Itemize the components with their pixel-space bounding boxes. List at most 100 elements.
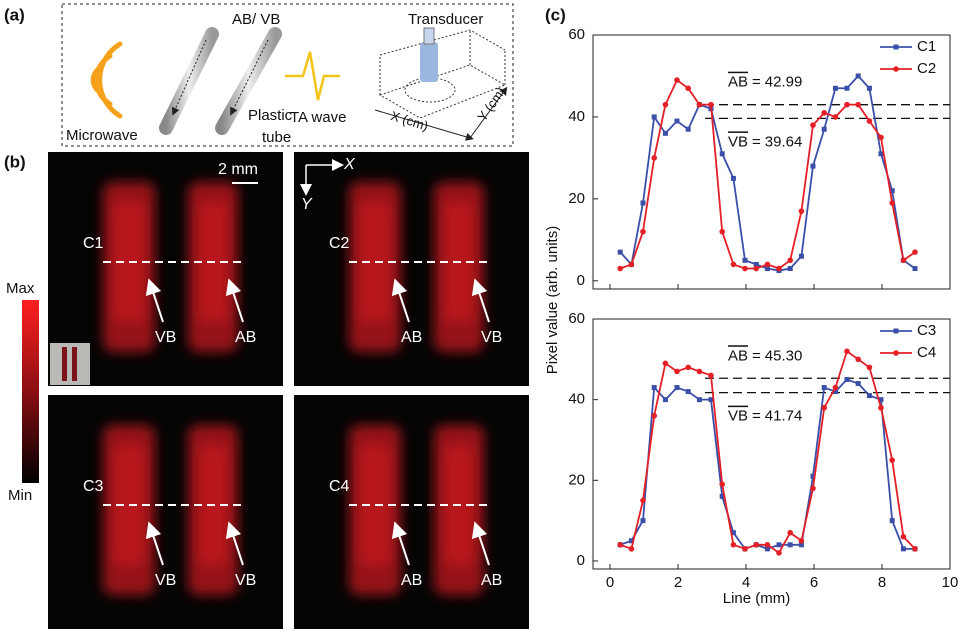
point [719,228,725,235]
point [776,265,782,272]
point [662,130,668,136]
series-line [619,78,916,270]
inset-tube [62,347,67,381]
point [900,533,907,540]
point [651,155,657,161]
image-label: C4 [329,478,350,495]
pointer-arrow [145,278,164,323]
panel-label: (a) [4,5,25,24]
point [855,101,861,108]
point [832,114,839,120]
marker-label: AB [481,572,502,589]
point [628,538,634,544]
transducer-icon [423,27,435,45]
point [832,384,839,391]
point [798,253,804,259]
point [866,393,872,399]
microwave-icon [90,41,123,119]
legend-marker [893,44,899,50]
point [889,518,895,524]
transducer-icon [420,42,438,82]
point [764,542,771,548]
point [832,389,838,395]
y-axis-label: Pixel value (arb. units) [544,226,561,374]
point [640,497,646,504]
y-tick-label: 40 [568,108,585,125]
point [662,397,668,403]
point [674,385,680,391]
annotation-bg [726,346,824,367]
plot-frame [592,318,951,570]
annotation-name: AB [728,74,748,91]
label: Microwave [66,127,138,144]
point [810,473,816,479]
point [640,228,646,235]
point [900,546,906,552]
point [798,537,805,544]
point [730,530,736,536]
point [730,261,737,268]
point [674,118,680,124]
marker-label: VB [155,329,176,346]
point [912,546,918,552]
point [753,542,759,548]
point [878,397,884,403]
panel-label: (b) [4,152,26,171]
annotation-name: AB [728,347,748,364]
marker-label: AB [401,329,422,346]
point [798,208,805,214]
annotation-relation: = [752,347,761,364]
point [696,101,703,108]
image-label: C3 [83,478,104,495]
pointer-arrow [225,278,244,323]
flow-arrow [171,39,207,116]
point [617,249,623,255]
pointer-arrow [471,278,490,323]
annotation-value: 39.64 [765,133,803,150]
marker-label: VB [235,572,256,589]
label: Plastic [248,107,293,124]
inset-photo [50,343,90,385]
annotation-bg [726,132,824,153]
schematic: AB/ VB Transducer Microwave Plastic tube… [61,3,514,147]
inset-tube [72,347,77,381]
image-label: C2 [329,235,350,252]
point [719,493,725,499]
x-tick-label: 8 [878,574,886,591]
point [685,389,691,395]
point [651,114,657,120]
point [900,257,907,264]
point [730,542,737,548]
x-axis-label: Line (mm) [723,590,791,607]
point [708,101,714,108]
annotation-value: 42.99 [765,74,803,91]
label: TA wave [290,109,346,126]
pointer-arrow [471,521,490,566]
image-grid: C1 VB AB 2 mm C2 AB VB X Y C3 VB VB C4 AB AB [48,152,529,629]
point [810,163,816,169]
axis-label: X [343,156,356,173]
y-tick-label: 60 [568,310,585,327]
point [685,85,691,92]
point [640,518,646,524]
point [617,265,623,272]
annotation-name: VB [728,408,748,425]
point [764,546,770,552]
point [844,85,850,91]
marker-label: AB [401,572,422,589]
annotation-name: VB [728,133,748,150]
point [866,364,873,371]
annotation-bg [726,72,824,93]
y-tick-label: 40 [568,391,585,408]
point [912,249,918,255]
point [753,265,759,272]
point [628,261,635,268]
scale-label: 2 mm [218,161,258,178]
point [844,348,850,355]
point [787,542,793,548]
axis-label: Y [301,196,313,213]
point [742,546,748,552]
colorbar-label: Max [6,280,35,297]
point [787,529,793,536]
